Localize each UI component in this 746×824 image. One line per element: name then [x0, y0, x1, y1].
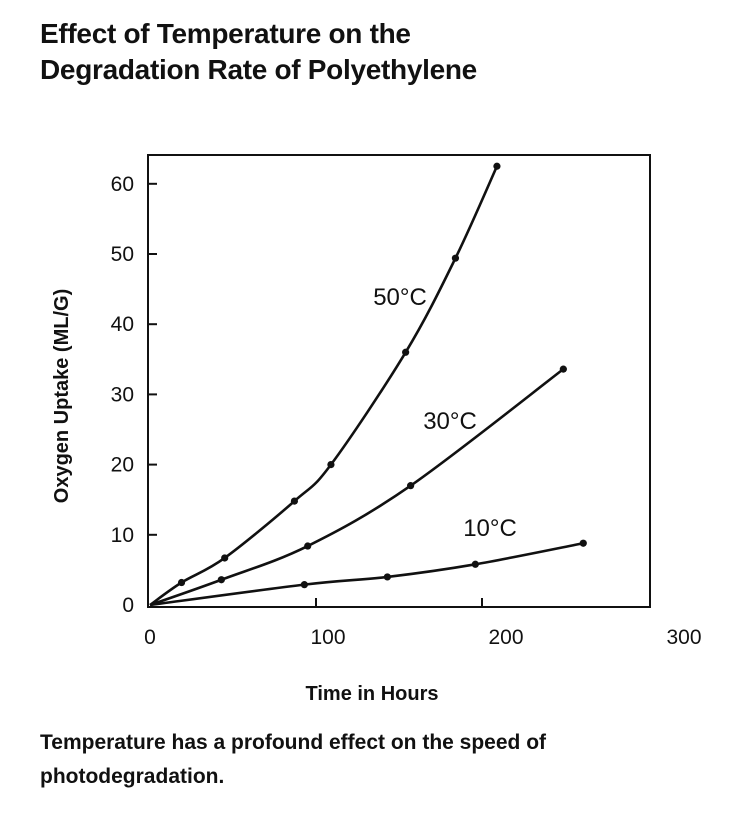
data-point [177, 578, 186, 587]
plot-frame [147, 154, 651, 608]
data-point [327, 461, 335, 469]
title-line-2: Degradation Rate of Polyethylene [40, 54, 477, 85]
data-point [300, 581, 308, 589]
series-line [149, 368, 565, 607]
data-point [383, 573, 391, 581]
y-tick-label: 40 [111, 313, 134, 336]
data-point [579, 539, 587, 547]
caption: Temperature has a profound effect on the… [40, 731, 547, 788]
y-axis-label: Oxygen Uptake (ML/G) [51, 289, 73, 503]
y-tick-label: 60 [111, 173, 134, 196]
y-tick-label: 10 [111, 524, 134, 547]
x-tick-label: 300 [666, 626, 701, 649]
x-tick-label: 0 [144, 626, 156, 649]
x-tick-label: 100 [310, 626, 345, 649]
series-label: 10°C [463, 515, 517, 542]
chart-title: Effect of Temperature on the Degradation… [40, 16, 477, 88]
data-point [493, 162, 501, 170]
data-point [290, 497, 299, 505]
data-point [407, 482, 415, 490]
data-point [451, 254, 460, 262]
data-point [217, 576, 225, 584]
title-line-1: Effect of Temperature on the [40, 18, 411, 49]
y-tick-label: 50 [111, 243, 134, 266]
x-tick-label: 200 [488, 626, 523, 649]
data-point [304, 542, 312, 550]
series-line [149, 541, 584, 607]
series-label: 30°C [423, 408, 477, 435]
data-point [221, 554, 229, 562]
x-axis-label: Time in Hours [306, 683, 439, 705]
data-point [559, 365, 567, 373]
y-tick-label: 0 [122, 594, 134, 617]
series-label: 50°C [373, 284, 427, 311]
data-point [402, 348, 410, 356]
data-point [471, 560, 479, 568]
y-tick-label: 20 [111, 454, 134, 477]
y-tick-label: 30 [111, 383, 134, 406]
